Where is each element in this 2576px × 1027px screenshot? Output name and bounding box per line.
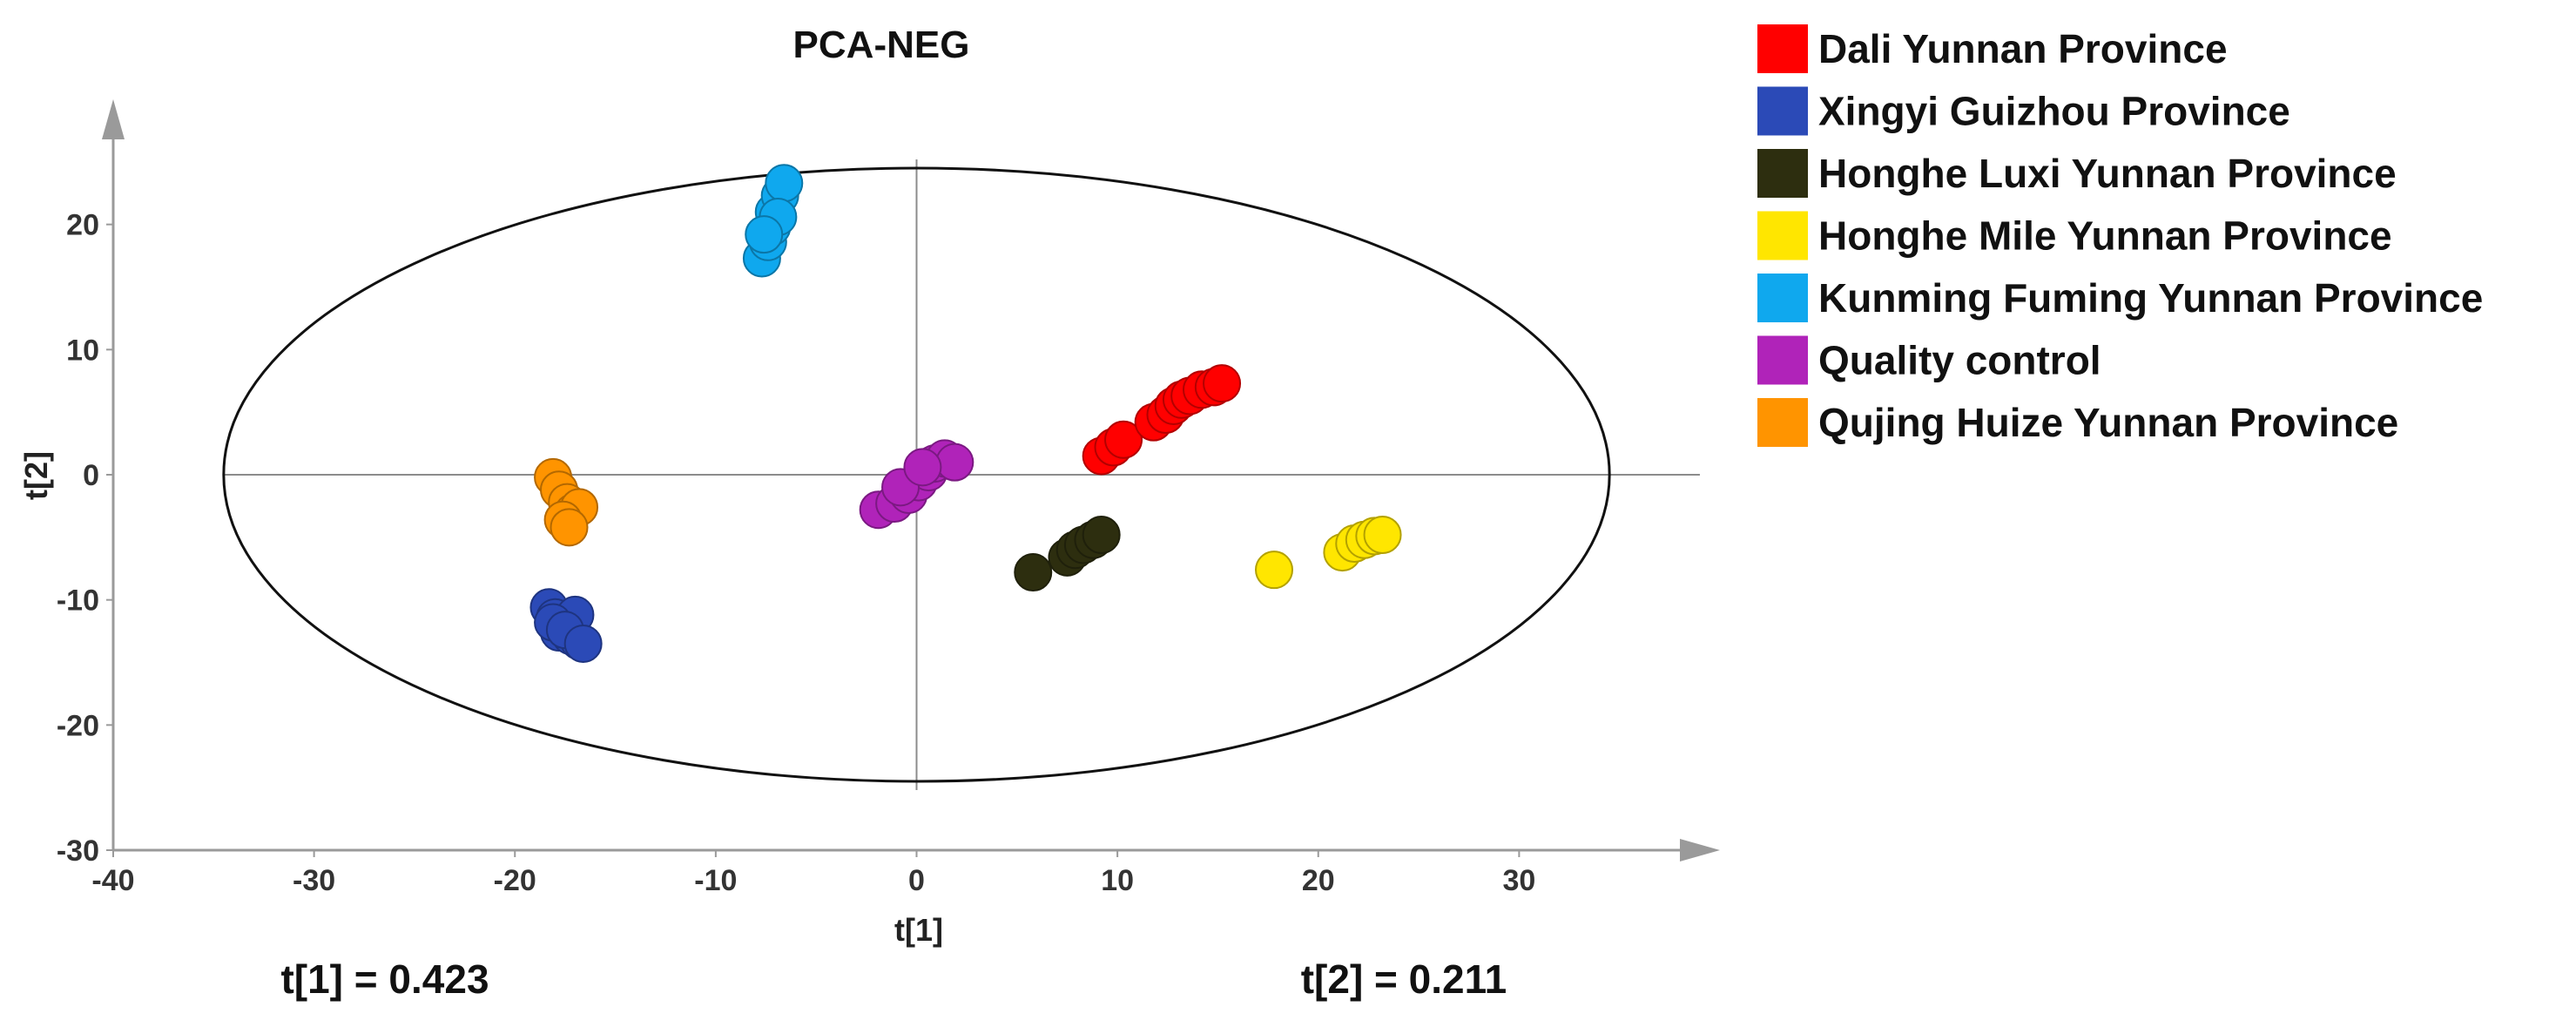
variance-t1-label: t[1] = 0.423 (280, 956, 489, 1002)
data-point (1204, 365, 1240, 402)
x-tick-label: 0 (908, 864, 925, 897)
legend-label: Xingyi Guizhou Province (1818, 89, 2290, 134)
legend-swatch (1757, 87, 1808, 136)
data-point (1365, 517, 1401, 553)
data-point (1083, 517, 1120, 553)
x-tick-label: -30 (293, 864, 335, 897)
chart-title: PCA-NEG (793, 24, 970, 66)
series-4 (744, 165, 802, 276)
y-tick-label: -20 (57, 709, 99, 742)
y-tick-label: -30 (57, 834, 99, 868)
x-tick-label: 10 (1101, 864, 1134, 897)
series-0 (1083, 365, 1240, 474)
legend-swatch (1757, 398, 1808, 447)
y-tick-label: -10 (57, 584, 99, 618)
y-tick-label: 0 (83, 459, 99, 492)
legend-label: Dali Yunnan Province (1818, 26, 2228, 71)
legend-label: Honghe Mile Yunnan Province (1818, 213, 2392, 259)
data-point (565, 625, 602, 662)
x-tick-label: 20 (1302, 864, 1335, 897)
legend-swatch (1757, 149, 1808, 198)
legend-swatch (1757, 24, 1808, 73)
x-tick-label: -40 (91, 864, 134, 897)
pca-chart: PCA-NEG -40 -30 -20 -10 0 10 20 30 -30 -20 -10 0 10 2… (0, 0, 2576, 1023)
y-tick-label: 20 (66, 209, 99, 242)
data-point (551, 509, 588, 545)
legend-swatch (1757, 336, 1808, 385)
x-tick-label: -20 (494, 864, 536, 897)
series-3 (1256, 517, 1401, 588)
pca-scatter-plot: PCA-NEG -40 -30 -20 -10 0 10 20 30-30-20-100102… (0, 0, 2576, 1023)
x-axis-arrow (1680, 839, 1720, 861)
x-axis-title: t[1] (894, 912, 943, 948)
series-1 (530, 589, 601, 662)
legend-swatch (1757, 274, 1808, 322)
x-tick-label: -10 (694, 864, 737, 897)
data-point (936, 444, 973, 481)
data-point (745, 216, 782, 253)
data-point (1015, 554, 1051, 591)
legend: Dali Yunnan Province Xingyi Guizhou Provi… (1757, 24, 2483, 447)
series-2 (1015, 517, 1119, 591)
y-axis-arrow (102, 99, 125, 139)
y-tick-label: 10 (66, 334, 99, 367)
variance-t2-label: t[2] = 0.211 (1301, 956, 1507, 1002)
x-tick-label: 30 (1502, 864, 1535, 897)
data-point (1256, 551, 1292, 588)
legend-label: Kunming Fuming Yunnan Province (1818, 275, 2483, 321)
legend-label: Qujing Huize Yunnan Province (1818, 400, 2398, 445)
y-axis-title: t[2] (18, 451, 54, 500)
legend-swatch (1757, 212, 1808, 260)
series-6 (535, 459, 597, 545)
legend-label: Honghe Luxi Yunnan Province (1818, 151, 2397, 196)
data-point (765, 165, 802, 201)
legend-label: Quality control (1818, 338, 2101, 383)
data-point (904, 449, 941, 485)
